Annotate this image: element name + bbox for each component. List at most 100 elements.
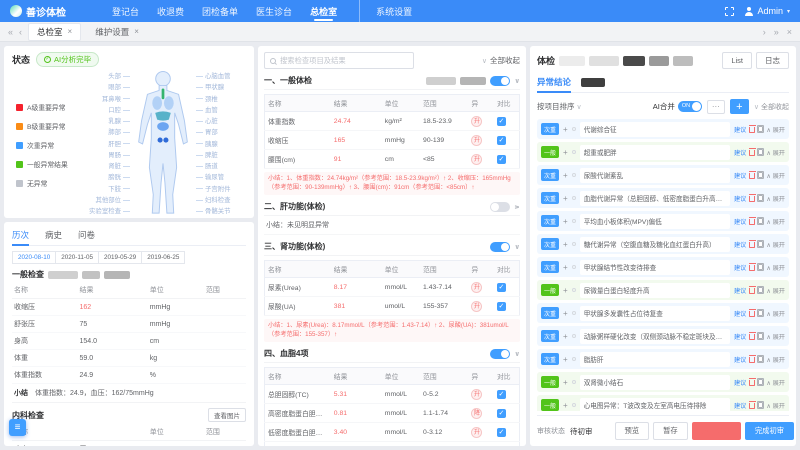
delete-icon[interactable] [748,332,756,340]
menu-item[interactable]: 收退费 [157,6,185,17]
delete-icon[interactable] [748,240,756,248]
copy-icon[interactable] [756,354,764,363]
drag-handle[interactable] [571,127,576,131]
conclusion-text-input[interactable]: 甲状腺结节性改变待排查 [579,259,730,275]
search-input[interactable] [280,56,408,65]
return-to-department-button[interactable]: 退回分科 [691,422,741,440]
conclusion-text-input[interactable]: 双肾微小结石 [579,374,730,390]
copy-icon[interactable] [756,170,764,179]
expand-button[interactable]: ∧ 展开 [766,172,785,180]
body-part-label[interactable]: 骨骼关节 [196,206,250,215]
conclusion-text-input[interactable]: 超重或肥胖 [579,144,730,160]
compare-checkbox[interactable]: ✓ [496,408,506,418]
body-part-label[interactable]: 肾脏 [78,161,130,170]
conclusion-text-input[interactable]: 尿酸代谢紊乱 [579,167,730,183]
delete-icon[interactable] [748,263,756,271]
finish-review-button[interactable]: 完成初审 [744,422,795,440]
save-draft-button[interactable]: 暂存 [653,422,688,440]
drag-handle[interactable] [571,311,576,315]
body-part-label[interactable]: 头部 [78,71,130,80]
page-tab[interactable]: 维护设置 × [87,24,147,40]
conclusion-text-input[interactable]: 糖代谢异常（空腹血糖及糖化血红蛋白升高） [579,236,730,252]
expand-button[interactable]: ∧ 展开 [766,126,785,134]
add-icon[interactable]: + [563,216,568,226]
compare-checkbox[interactable]: ✓ [496,135,506,145]
tabs-prev-icon[interactable]: ‹ [19,26,23,37]
menu-item[interactable]: 系统设置 [359,0,412,22]
add-icon[interactable]: + [563,354,568,364]
human-body-figure[interactable] [130,70,196,216]
chevron-down-icon[interactable]: ∨ [514,243,520,251]
list-button[interactable]: List [722,52,752,69]
exam-date-tab[interactable]: 2019-06-25 [142,251,186,264]
history-tab[interactable]: 历次 [12,230,30,246]
add-icon[interactable]: + [563,308,568,318]
body-part-label[interactable]: 甲状腺 [196,82,250,91]
body-part-label[interactable]: 胰腺 [196,139,250,148]
section-toggle[interactable] [490,241,511,252]
menu-item[interactable]: 医生诊台 [256,6,293,17]
chevron-down-icon[interactable]: ∨ [514,350,520,358]
expand-button[interactable]: ∧ 展开 [766,264,785,272]
drag-handle[interactable] [571,380,576,384]
menu-item[interactable]: 总检室 [310,0,337,22]
drag-handle[interactable] [571,173,576,177]
delete-icon[interactable] [748,148,756,156]
suggestion-button[interactable]: 建议 [734,149,747,157]
body-part-label[interactable]: 输尿管 [196,172,250,181]
conclusion-text-input[interactable]: 脂肪肝 [579,351,730,367]
collapse-all-button[interactable]: ∨ 全部收起 [753,103,789,111]
suggestion-button[interactable]: 建议 [734,241,747,249]
conclusion-text-input[interactable]: 甲状腺多发囊性占位待复查 [579,305,730,321]
expand-button[interactable]: ∧ 展开 [766,379,785,387]
compare-checkbox[interactable]: ✓ [496,154,506,164]
suggestion-button[interactable]: 建议 [734,126,747,134]
copy-icon[interactable] [756,124,764,133]
add-icon[interactable]: + [563,331,568,341]
copy-icon[interactable] [756,400,764,409]
tabs-first-icon[interactable]: « [8,26,14,37]
conclusion-text-input[interactable]: 平均血小板体积(MPV)偏低 [579,213,730,229]
exam-date-tab[interactable]: 2020-11-05 [56,251,99,264]
add-icon[interactable]: + [563,193,568,203]
body-part-label[interactable]: 脾脏 [196,150,250,159]
view-image-button[interactable]: 查看图片 [208,408,246,422]
body-part-label[interactable]: 胃部 [196,127,250,136]
drag-handle[interactable] [571,219,576,223]
expand-button[interactable]: ∧ 展开 [766,333,785,341]
copy-icon[interactable] [756,147,764,156]
body-part-label[interactable]: 其他部位 [78,195,130,204]
page-tab[interactable]: 总检室 × [28,22,82,41]
body-part-label[interactable]: 肠道 [196,161,250,170]
drag-handle[interactable] [571,196,576,200]
conclusion-text-input[interactable]: 心电图异常：T波改变及左室高电压待排除 [579,397,730,411]
delete-icon[interactable] [748,378,756,386]
add-icon[interactable]: + [563,285,568,295]
add-icon[interactable]: + [563,400,568,410]
add-icon[interactable]: + [563,239,568,249]
exam-date-tab[interactable]: 2019-05-29 [98,251,143,264]
ai-merge-toggle[interactable]: ON [677,101,702,112]
fullscreen-icon[interactable] [724,5,736,17]
tabs-next-icon[interactable]: › [762,26,766,37]
conclusion-text-input[interactable]: 代谢综合征 [579,121,730,137]
copy-icon[interactable] [756,216,764,225]
add-icon[interactable]: + [563,262,568,272]
copy-icon[interactable] [756,285,764,294]
section-toggle[interactable] [490,201,511,212]
expand-button[interactable]: ∧ 展开 [766,310,785,318]
chevron-down-icon[interactable]: ∨ [514,203,522,210]
expand-button[interactable]: ∧ 展开 [766,218,785,226]
body-part-label[interactable]: 妇科检查 [196,195,250,204]
tab-abnormal-conclusions[interactable]: 异常结论 [537,77,572,93]
delete-icon[interactable] [748,194,756,202]
collapse-all-button[interactable]: ∨ 全部收起 [481,56,520,65]
body-part-label[interactable]: 颈椎 [196,94,250,103]
add-icon[interactable]: + [563,170,568,180]
tabs-close-icon[interactable]: × [786,26,792,37]
section-toggle[interactable] [490,348,511,359]
expand-button[interactable]: ∧ 展开 [766,356,785,364]
drag-handle[interactable] [571,357,576,361]
search-box[interactable] [264,52,414,69]
suggestion-button[interactable]: 建议 [734,356,747,364]
